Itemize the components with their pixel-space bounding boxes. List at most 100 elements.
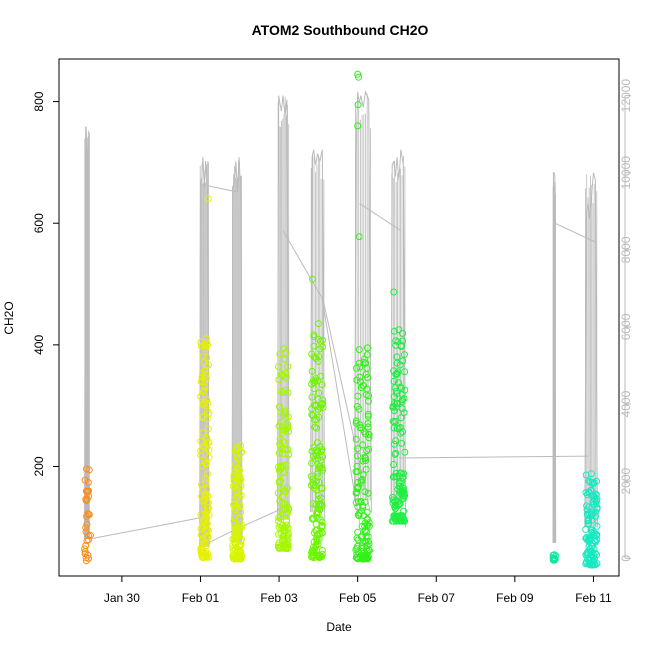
data-point	[396, 361, 404, 369]
data-point	[391, 503, 399, 511]
data-point	[391, 450, 399, 458]
data-point	[364, 410, 372, 418]
data-point	[588, 470, 595, 478]
y-tick-label: 200	[32, 456, 46, 476]
data-point	[231, 468, 239, 476]
data-point	[362, 539, 370, 547]
x-tick-label: Feb 09	[496, 591, 534, 605]
data-point	[279, 422, 287, 430]
data-point	[283, 533, 291, 541]
data-point	[202, 460, 210, 468]
data-point	[277, 469, 285, 477]
series-flight-3b	[307, 275, 327, 562]
chart-title: ATOM2 Southbound CH2O	[252, 22, 429, 38]
data-point	[584, 517, 592, 524]
data-point	[354, 498, 362, 506]
data-point	[197, 544, 205, 552]
data-point	[586, 536, 593, 543]
data-point	[390, 461, 398, 468]
data-point	[589, 553, 597, 561]
data-point	[394, 338, 402, 346]
data-point	[313, 424, 320, 432]
data-point	[314, 439, 321, 447]
data-point	[389, 417, 397, 425]
data-point	[81, 545, 89, 553]
data-point	[197, 378, 205, 386]
data-point	[398, 390, 406, 398]
data-point	[314, 335, 322, 343]
data-point	[279, 450, 287, 458]
data-point	[392, 437, 400, 445]
data-point	[365, 547, 373, 554]
altitude-connector-7	[321, 299, 361, 524]
x-tick-label: Jan 30	[104, 591, 140, 605]
data-point	[390, 377, 398, 385]
data-point	[354, 392, 362, 400]
data-point	[279, 544, 287, 552]
data-point	[353, 485, 361, 493]
data-point	[390, 288, 398, 296]
data-point	[364, 423, 372, 431]
data-point	[593, 477, 601, 485]
data-point	[276, 403, 283, 411]
data-point	[393, 473, 401, 480]
data-point	[356, 424, 364, 432]
data-point	[203, 354, 211, 362]
data-point	[400, 395, 408, 402]
data-point	[319, 343, 327, 351]
data-point	[590, 532, 598, 539]
data-point	[319, 396, 327, 404]
data-point	[202, 371, 210, 379]
data-point	[234, 444, 242, 452]
data-point	[362, 391, 370, 399]
data-point	[85, 532, 92, 540]
data-point	[389, 402, 397, 410]
data-point	[587, 526, 595, 534]
data-point	[83, 537, 91, 545]
data-point	[312, 355, 320, 362]
x-tick-label: Feb 03	[260, 591, 298, 605]
data-point	[201, 367, 209, 375]
data-point	[310, 548, 318, 556]
data-point	[236, 473, 244, 481]
data-point	[398, 439, 406, 447]
data-point	[230, 500, 238, 508]
series-flight-5b	[582, 470, 601, 569]
data-point	[401, 368, 409, 376]
altitude-segment-6	[354, 89, 372, 513]
data-point	[363, 447, 371, 455]
series-flight-2a	[197, 195, 213, 562]
data-point	[280, 344, 288, 352]
data-point	[202, 479, 210, 486]
data-point	[83, 520, 91, 528]
data-point	[280, 524, 288, 532]
data-point	[319, 399, 327, 407]
data-point	[365, 434, 373, 442]
data-point	[313, 477, 320, 485]
altitude-segment-7	[390, 149, 407, 528]
y2-tick-label: 4000	[619, 390, 633, 417]
data-point	[205, 446, 213, 454]
data-point	[354, 452, 361, 460]
data-point	[361, 526, 369, 534]
data-point	[363, 528, 371, 536]
data-point	[365, 519, 373, 527]
data-point	[283, 484, 291, 492]
data-point	[233, 525, 241, 532]
data-point	[354, 70, 362, 78]
data-point	[202, 548, 210, 556]
data-point	[354, 101, 362, 109]
data-point	[280, 389, 288, 397]
data-point	[312, 541, 320, 549]
y2-tick-label: 6000	[619, 313, 633, 340]
data-point	[318, 553, 326, 561]
data-point	[197, 531, 205, 539]
data-point	[316, 463, 324, 470]
data-point	[396, 517, 404, 524]
data-point	[400, 494, 408, 502]
data-point	[275, 463, 283, 471]
data-point	[319, 466, 327, 474]
data-point	[361, 488, 369, 496]
